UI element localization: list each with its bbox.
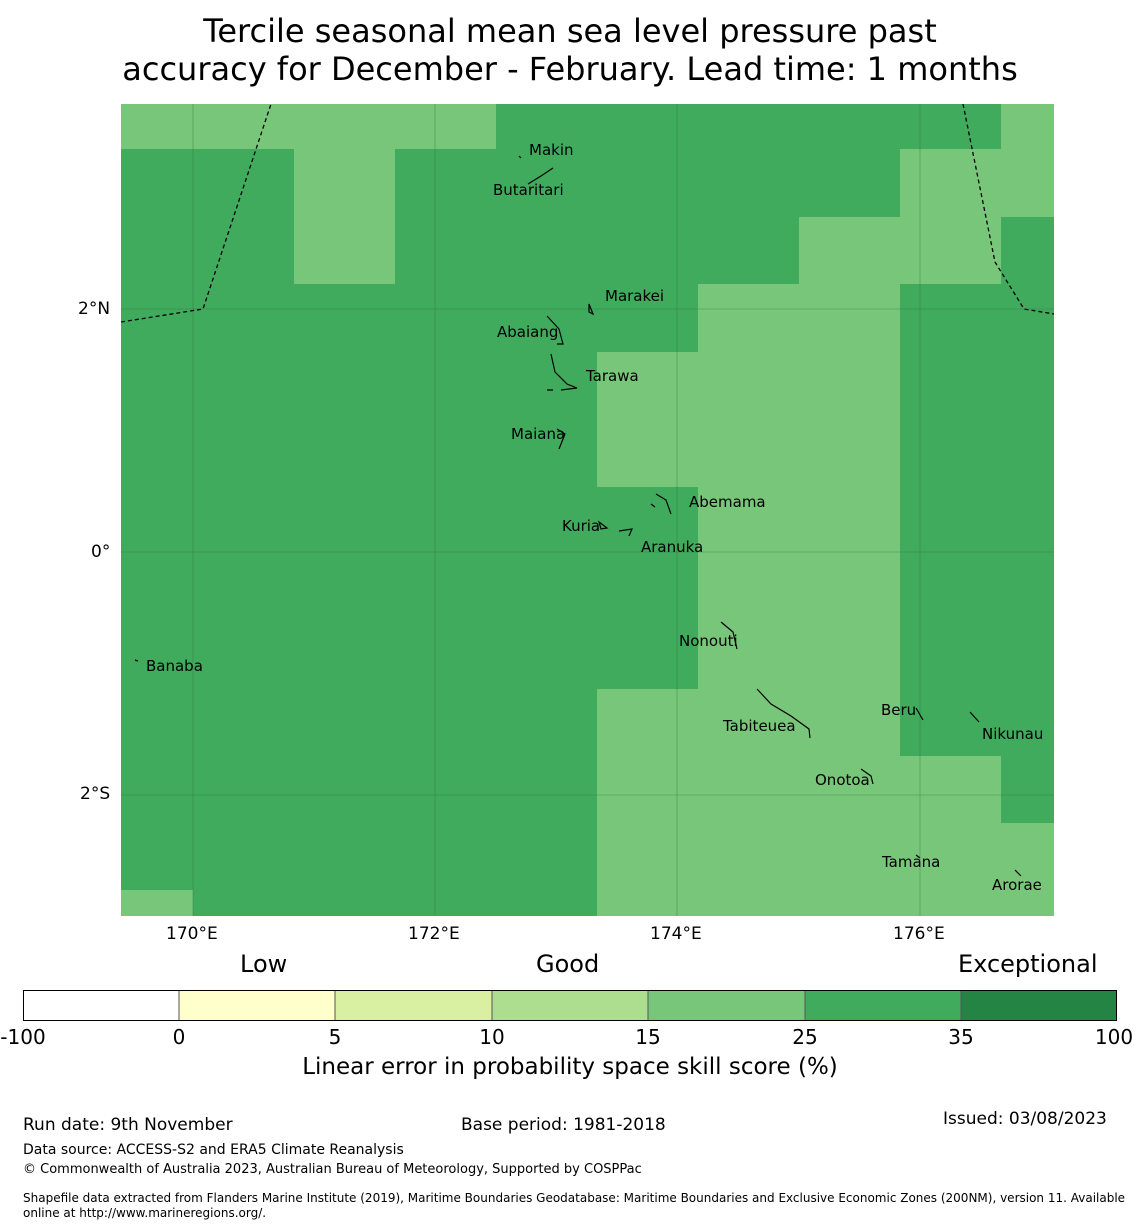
- island-beru: [915, 707, 924, 721]
- cell-top-right: [1001, 104, 1054, 217]
- place-label-butaritari: Butaritari: [493, 181, 564, 199]
- legend-category-low: Low: [240, 950, 288, 978]
- colorbar-label: Linear error in probability space skill …: [302, 1054, 838, 1080]
- lon-tick-170e: 170°E: [166, 924, 218, 944]
- lon-tick-176e: 176°E: [893, 924, 945, 944]
- base-period: Base period: 1981-2018: [461, 1115, 666, 1135]
- title-line-1: Tercile seasonal mean sea level pressure…: [203, 12, 937, 50]
- colorbar-outline: [23, 990, 1117, 1021]
- island-arorae: [1014, 869, 1022, 877]
- eez-boundaries: [121, 104, 1054, 323]
- light-green-cells: [121, 104, 1054, 916]
- place-label-abaiang: Abaiang: [497, 323, 558, 341]
- island-nonouti: [720, 621, 738, 650]
- issued-date: Issued: 03/08/2023: [943, 1109, 1107, 1129]
- colorbar-tick-25: 25: [792, 1025, 818, 1049]
- place-labels: Makin Butaritari Marakei Abaiang Tarawa …: [146, 141, 1043, 894]
- lat-tick-0: 0°: [91, 542, 111, 562]
- shapefile-credit-line-2: online at http://www.marineregions.org/.: [23, 1206, 267, 1220]
- lat-tick-2s: 2°S: [80, 784, 111, 804]
- island-abemama: [650, 493, 672, 515]
- cell-center-a: [698, 284, 900, 352]
- colorbar-segment-7: [961, 990, 1117, 1021]
- island-tarawa: [547, 353, 578, 391]
- colorbar-segment-2: [179, 990, 335, 1021]
- colorbar: [23, 990, 1117, 1021]
- place-label-aranuka: Aranuka: [641, 538, 703, 556]
- island-abaiang: [546, 315, 564, 345]
- lon-tick-174e: 174°E: [650, 924, 702, 944]
- cell-lower-c: [1001, 823, 1054, 916]
- island-aranuka: [618, 528, 633, 537]
- place-label-makin: Makin: [529, 141, 574, 159]
- place-label-marakei: Marakei: [605, 287, 664, 305]
- island-tabiteuea: [756, 688, 811, 739]
- colorbar-segment-5: [648, 990, 805, 1021]
- cell-fix-right-a: [1001, 217, 1054, 823]
- island-banaba: [134, 659, 139, 662]
- island-maiana: [556, 428, 566, 450]
- place-label-arorae: Arorae: [992, 876, 1042, 894]
- island-kuria: [597, 520, 609, 530]
- run-date: Run date: 9th November: [23, 1115, 233, 1135]
- eez-boundary-west: [121, 104, 272, 323]
- place-label-abemama: Abemama: [689, 493, 766, 511]
- cell-center-c: [698, 487, 900, 689]
- copyright: © Commonwealth of Australia 2023, Austra…: [23, 1162, 642, 1177]
- colorbar-segment-3: [335, 990, 492, 1021]
- colorbar-segment-4: [492, 990, 648, 1021]
- colorbar-tick-0: 0: [172, 1025, 186, 1049]
- island-tamana: [915, 854, 921, 859]
- place-label-kuria: Kuria: [562, 517, 600, 535]
- legend-category-good: Good: [536, 950, 600, 978]
- island-onotoa: [860, 768, 874, 785]
- chart-title: Tercile seasonal mean sea level pressure…: [0, 12, 1140, 88]
- place-label-maiana: Maiana: [511, 425, 565, 443]
- colorbar-segment-6: [805, 990, 961, 1021]
- colorbar-tick-35: 35: [948, 1025, 974, 1049]
- island-butaritari: [527, 167, 554, 185]
- island-makin: [518, 155, 522, 159]
- colorbar-tick-15: 15: [635, 1025, 661, 1049]
- cell-lower-b: [900, 756, 1001, 916]
- island-nikunau: [969, 711, 980, 723]
- island-marakei: [588, 303, 595, 316]
- cell-fix-top-right: [900, 104, 1001, 149]
- lat-tick-2n: 2°N: [78, 299, 111, 319]
- data-source: Data source: ACCESS-S2 and ERA5 Climate …: [23, 1142, 404, 1158]
- colorbar-segment-1: [23, 990, 179, 1021]
- cell-lower-a: [597, 689, 900, 916]
- lon-tick-172e: 172°E: [408, 924, 460, 944]
- place-label-tabiteuea: Tabiteuea: [722, 717, 796, 735]
- legend-category-exceptional: Exceptional: [958, 950, 1098, 978]
- place-label-banaba: Banaba: [146, 657, 203, 675]
- mid-green-cells: [900, 104, 1054, 823]
- cell-bottom-left: [121, 890, 193, 916]
- place-label-nonouti: Nonouti: [679, 632, 738, 650]
- cell-fix-right-column: [900, 284, 1001, 756]
- cell-right-upper: [900, 149, 1001, 284]
- cell-center-b: [597, 352, 900, 487]
- eez-boundary-east: [962, 104, 1054, 315]
- title-line-2: accuracy for December - February. Lead t…: [122, 50, 1018, 88]
- colorbar-tick-100: 100: [1094, 1025, 1134, 1049]
- place-label-tamana: Tamana: [881, 853, 940, 871]
- place-label-beru: Beru: [881, 701, 916, 719]
- cell-right-mid: [799, 217, 900, 284]
- place-label-onotoa: Onotoa: [815, 771, 870, 789]
- colorbar-tick-5: 5: [328, 1025, 342, 1049]
- gridlines: [121, 104, 1054, 916]
- skill-map: Makin Butaritari Marakei Abaiang Tarawa …: [121, 104, 1054, 916]
- island-outlines: [134, 155, 1022, 877]
- place-label-tarawa: Tarawa: [585, 367, 639, 385]
- cell-top-left-block: [294, 104, 395, 284]
- shapefile-credit-line-1: Shapefile data extracted from Flanders M…: [23, 1191, 1126, 1205]
- colorbar-tick-neg100: -100: [0, 1025, 46, 1049]
- place-label-nikunau: Nikunau: [982, 725, 1043, 743]
- colorbar-tick-10: 10: [479, 1025, 505, 1049]
